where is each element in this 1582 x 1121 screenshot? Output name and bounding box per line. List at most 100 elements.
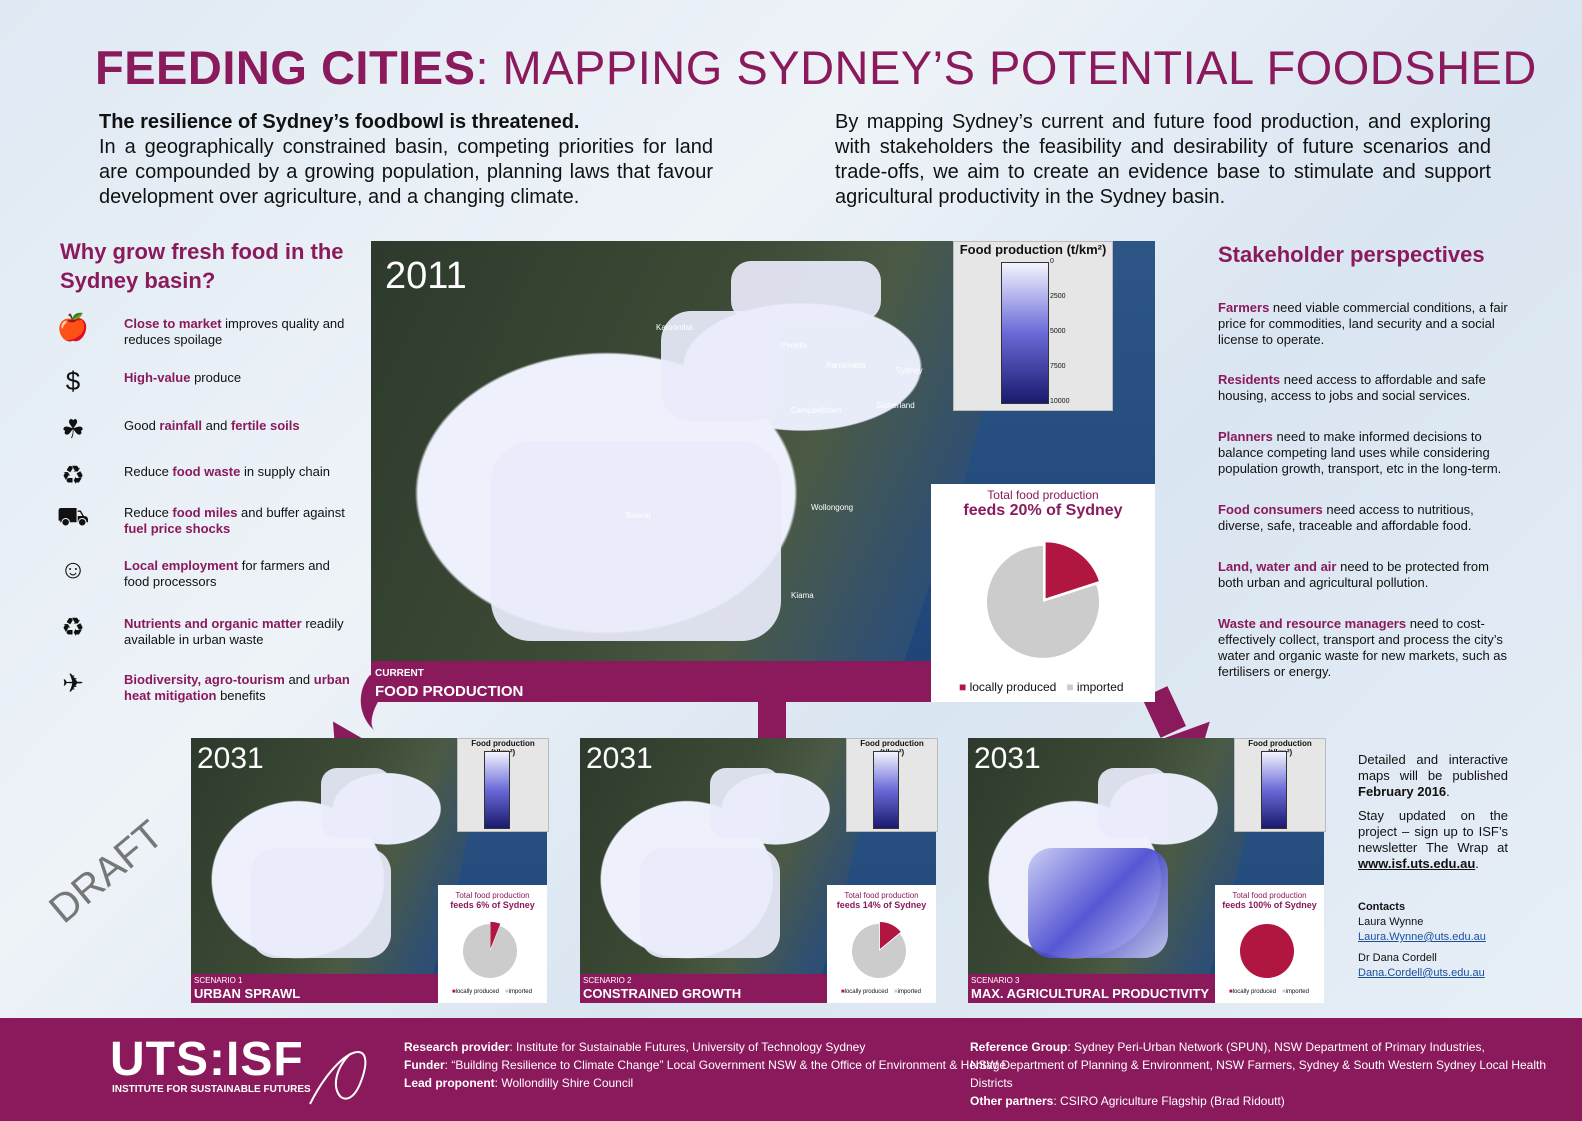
uts-isf-logo: UTS:ISF [110, 1033, 304, 1086]
why-item-text: Reduce [124, 505, 173, 520]
stakeholder-text: need access to nutritious, diverse, safe… [1218, 502, 1474, 533]
band-big: CONSTRAINED GROWTH [583, 986, 742, 1001]
farmland-patch [640, 848, 780, 958]
stakeholder-text: need access to affordable and safe housi… [1218, 372, 1486, 403]
legend-local: locally produced [844, 989, 888, 995]
why-item: Close to market improves quality and red… [124, 316, 354, 348]
stakeholder-item: Land, water and air need to be protected… [1218, 559, 1508, 591]
place-label: Wollongong [811, 503, 854, 512]
pie-legend: ■ locally produced ■ imported [959, 680, 1124, 694]
legend-local: locally produced [1232, 989, 1276, 995]
why-item: Nutrients and organic matter readily ava… [124, 616, 354, 648]
why-item-text: Biodiversity, agro-tourism [124, 672, 285, 687]
stakeholder-key: Residents [1218, 372, 1281, 387]
farmland-patch [251, 848, 391, 958]
intro-lead: The resilience of Sydney’s foodbowl is t… [99, 111, 580, 133]
why-item-text: food miles [172, 505, 238, 520]
farmland-patch [661, 311, 781, 421]
footer-credits: Research provider: Institute for Sustain… [404, 1038, 1006, 1092]
scenario-pie-panel: Total food production feeds 14% of Sydney… [827, 885, 936, 1003]
why-item-text: food waste [172, 464, 241, 479]
why-item-text: Close to market [124, 316, 222, 331]
legend-imported: imported [1076, 680, 1124, 694]
farmland-patch [491, 441, 781, 641]
publish-date: February 2016 [1358, 784, 1447, 799]
publish-period: . [1446, 784, 1450, 799]
farmland-patch [1098, 768, 1168, 838]
legend-tick: 10000 [1050, 398, 1070, 405]
contact-email-link[interactable]: Laura.Wynne@uts.edu.au [1358, 931, 1486, 943]
truck-icon: ⛟ [56, 501, 90, 531]
legend-swatch-local: ■ [452, 989, 456, 995]
pie-headline: feeds 100% of Sydney [1222, 900, 1317, 910]
publish-note: Detailed and interactive maps will be pu… [1358, 752, 1508, 800]
credit-value: : “Building Resilience to Climate Change… [444, 1058, 1007, 1072]
contact-email-link[interactable]: Dana.Cordell@uts.edu.au [1358, 967, 1485, 979]
main-band: CURRENT FOOD PRODUCTION [371, 661, 931, 702]
credit-value: NSW Department of Planning & Environment… [970, 1058, 1547, 1090]
why-item-text: readily available in urban waste [124, 616, 344, 647]
isf-link[interactable]: www.isf.uts.edu.au [1358, 856, 1476, 871]
band-small: SCENARIO 3 [971, 976, 1020, 985]
scenario-legend: Food production (t/km²) [846, 738, 938, 832]
legend-tick: 0 [1050, 258, 1054, 265]
scenario-pie-panel: Total food production feeds 100% of Sydne… [1215, 885, 1324, 1003]
legend-gradient-bar [873, 751, 899, 829]
pie-slice-imported [987, 546, 1099, 658]
footer: UTS:ISF INSTITUTE FOR SUSTAINABLE FUTURE… [0, 1018, 1582, 1121]
stakeholder-key: Waste and resource managers [1218, 616, 1407, 631]
logo-swirl-icon [309, 1051, 367, 1105]
place-label: Kiama [791, 591, 814, 600]
credit-value: : CSIRO Agriculture Flagship (Brad Ridou… [1053, 1094, 1285, 1108]
apple-icon: 🍎 [56, 312, 90, 342]
main-legend: Food production (t/km²) 0 2500 5000 7500 100… [953, 241, 1113, 411]
why-item: Reduce food miles and buffer against fue… [124, 505, 354, 537]
stakeholder-item: Farmers need viable commercial condition… [1218, 300, 1508, 348]
place-label: Parramatta [826, 361, 866, 370]
logo-subtitle: INSTITUTE FOR SUSTAINABLE FUTURES [112, 1084, 311, 1095]
pie-chart [852, 922, 906, 978]
place-label: Sydney [896, 366, 923, 375]
why-item-text: and [202, 418, 231, 433]
pie-legend: ■locally produced ■imported [1229, 989, 1309, 995]
why-item: Biodiversity, agro-tourism and urban hea… [124, 672, 354, 704]
legend-swatch-imported: ■ [1066, 680, 1074, 694]
stakeholder-title: Stakeholder perspectives [1218, 242, 1485, 267]
intro-left: The resilience of Sydney’s foodbowl is t… [99, 110, 713, 210]
legend-swatch-local: ■ [959, 680, 967, 694]
place-label: Sutherland [876, 401, 915, 410]
pie-slice-imported [463, 924, 517, 978]
scenario-band: SCENARIO 3 MAX. AGRICULTURAL PRODUCTIVITY [968, 974, 1215, 1003]
legend-swatch-imported: ■ [504, 989, 509, 995]
why-item: Local employment for farmers and food pr… [124, 558, 354, 590]
stakeholder-item: Food consumers need access to nutritious… [1218, 502, 1508, 534]
money-icon: $ [65, 366, 81, 396]
place-label: Katoomba [656, 323, 693, 332]
credit-key: Lead proponent [404, 1076, 495, 1090]
title-bold: FEEDING CITIES [95, 41, 476, 94]
farmland-patch [731, 261, 881, 321]
intro-right: By mapping Sydney’s current and future f… [835, 111, 1491, 208]
stakeholder-key: Food consumers [1218, 502, 1323, 517]
why-item-text: for farmers and food processors [124, 558, 330, 589]
why-item-text: fertile soils [230, 418, 300, 433]
stakeholder-item: Planners need to make informed decisions… [1218, 429, 1508, 477]
scenario-band: SCENARIO 2 CONSTRAINED GROWTH [580, 974, 827, 1003]
why-item-text: improves quality and reduces spoilage [124, 316, 345, 347]
why-title: Why grow fresh food in the Sydney basin? [60, 239, 344, 293]
arrow-mid [758, 700, 786, 740]
why-item-text: produce [190, 370, 242, 385]
pie-title: Total food production [844, 891, 919, 900]
why-item-text: in supply chain [240, 464, 330, 479]
contacts: Contacts Laura Wynne Laura.Wynne@uts.edu… [1358, 900, 1508, 981]
pie-chart [463, 921, 517, 978]
pie-headline: feeds 20% of Sydney [963, 502, 1123, 519]
band-small: SCENARIO 1 [194, 976, 243, 985]
why-item-text: and buffer against [237, 505, 345, 520]
legend-local: locally produced [455, 989, 499, 995]
credit-key: Other partners [970, 1094, 1054, 1108]
credit-key: Research provider [404, 1040, 510, 1054]
why-item-text: Local employment [124, 558, 239, 573]
pie-headline: feeds 14% of Sydney [836, 900, 927, 910]
legend-imported: imported [508, 989, 532, 995]
